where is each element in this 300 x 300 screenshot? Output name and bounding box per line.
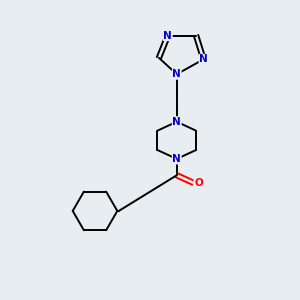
Text: N: N — [172, 154, 181, 164]
Text: N: N — [172, 69, 181, 79]
Text: N: N — [164, 31, 172, 40]
Text: N: N — [172, 117, 181, 127]
Text: N: N — [199, 54, 208, 64]
Text: O: O — [194, 178, 203, 188]
